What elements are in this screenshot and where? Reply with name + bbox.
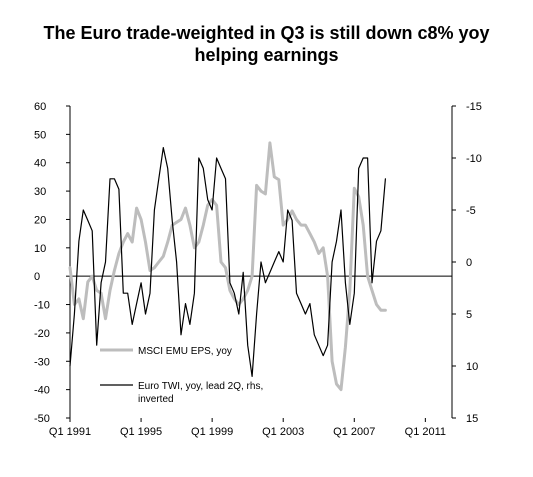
- right-y-axis-ticks: -15 -10 -5 0 5 10 15: [452, 101, 482, 425]
- legend-label-eps: MSCI EMU EPS, yoy: [138, 346, 232, 357]
- left-tick-label-60: 60: [34, 101, 46, 113]
- series-line-euro-twi-yoy-lead-2q-rhs-inverted: [69, 147, 386, 377]
- right-tick-label-10: -10: [466, 153, 482, 165]
- x-tick-label-q1-2003: Q1 2003: [262, 426, 304, 438]
- x-axis-ticks: Q1 1991 Q1 1995 Q1 1999 Q1 2003 Q1 2007 Q1 20…: [49, 418, 446, 438]
- right-tick-label-5: 5: [466, 309, 472, 321]
- right-tick-label-5: -5: [466, 205, 476, 217]
- series-layer: [68, 141, 387, 392]
- series-line-msci-emu-eps-yoy: [68, 141, 387, 392]
- left-tick-label-40: -40: [34, 385, 50, 397]
- chart-title: The Euro trade-weighted in Q3 is still d…: [0, 22, 533, 66]
- left-tick-label-20: -20: [34, 328, 50, 340]
- left-tick-label-10: -10: [34, 300, 50, 312]
- chart-title-line-1: The Euro trade-weighted in Q3 is still d…: [43, 23, 490, 43]
- legend-label-twi-line-1: Euro TWI, yoy, lead 2Q, rhs,: [138, 381, 263, 392]
- right-tick-label-10: 10: [466, 361, 478, 373]
- left-tick-label-30: 30: [34, 186, 46, 198]
- left-tick-label-20: 20: [34, 214, 46, 226]
- x-tick-label-q1-1991: Q1 1991: [49, 426, 91, 438]
- x-tick-label-q1-1995: Q1 1995: [120, 426, 162, 438]
- right-tick-label-0: 0: [466, 257, 472, 269]
- legend: MSCI EMU EPS, yoy Euro TWI, yoy, lead 2Q,…: [100, 346, 263, 405]
- chart-title-line-2: helping earnings: [194, 45, 339, 65]
- x-tick-label-q1-2007: Q1 2007: [333, 426, 375, 438]
- left-y-axis-ticks: 60 50 40 30 20 10 0 -10 -20 -30 -40 -50: [34, 101, 70, 425]
- left-tick-label-10: 10: [34, 243, 46, 255]
- left-tick-label-40: 40: [34, 158, 46, 170]
- x-tick-label-q1-2011: Q1 2011: [405, 426, 446, 438]
- right-tick-label-15: 15: [466, 413, 478, 425]
- x-tick-label-q1-1999: Q1 1999: [191, 426, 233, 438]
- legend-label-twi-line-2: inverted: [138, 394, 174, 405]
- right-tick-label-15: -15: [466, 101, 482, 113]
- left-tick-label-50: 50: [34, 129, 46, 141]
- left-tick-label-30: -30: [34, 356, 50, 368]
- left-tick-label-0: 0: [34, 271, 40, 283]
- left-tick-label-50: -50: [34, 413, 50, 425]
